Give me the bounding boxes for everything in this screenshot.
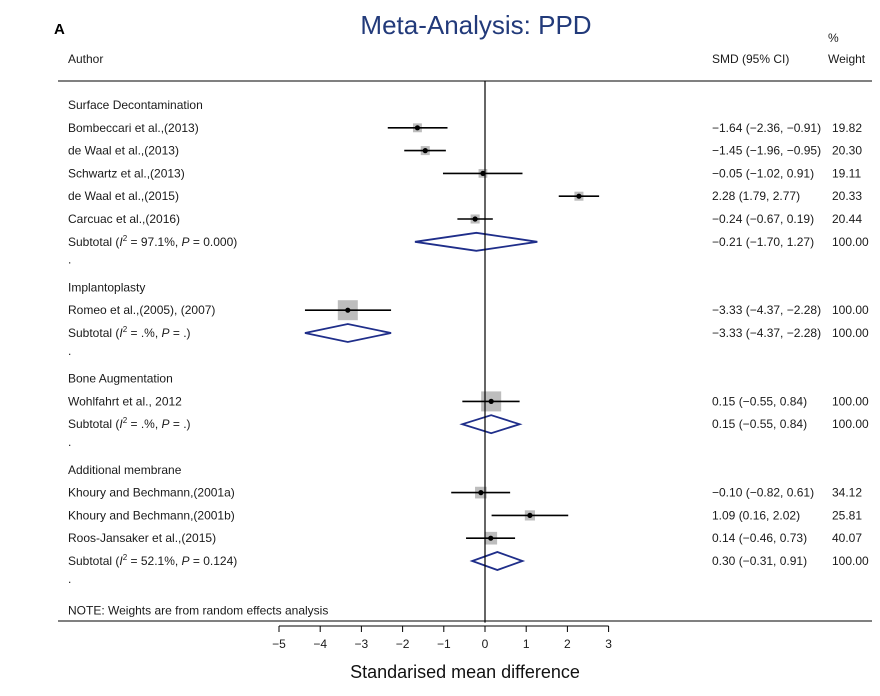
weight-text: 100.00 [832,303,869,317]
group-label: Implantoplasty [68,280,145,294]
weight-text: 100.00 [832,554,869,568]
point-estimate [488,398,494,404]
effect-column-header: SMD (95% CI) [712,52,789,66]
study-label: de Waal et al.,(2013) [68,144,179,158]
study-label: de Waal et al.,(2015) [68,189,179,203]
subtotal-diamond [459,414,523,435]
group-label: Additional membrane [68,463,182,477]
effect-ci-text: 0.15 (−0.55, 0.84) [712,417,807,431]
x-tick-label: −4 [313,637,327,651]
point-estimate [345,307,351,313]
spacer-dot: . [68,435,71,449]
study-label: Roos-Jansaker et al.,(2015) [68,531,216,545]
weight-text: 100.00 [832,326,869,340]
study-label: Khoury and Bechmann,(2001a) [68,486,235,500]
subtotal-diamond [469,551,526,571]
effect-ci-text: 2.28 (1.79, 2.77) [712,189,800,203]
study-label: Khoury and Bechmann,(2001b) [68,508,235,522]
weight-text: 25.81 [832,508,862,522]
group-label: Surface Decontamination [68,98,203,112]
point-estimate [527,512,533,519]
weight-text: 20.33 [832,189,862,203]
weight-text: 19.11 [832,166,861,180]
effect-ci-text: −0.10 (−0.82, 0.61) [712,486,814,500]
weight-text: 34.12 [832,486,862,500]
weight-text: 100.00 [832,417,869,431]
weight-text: 40.07 [832,531,862,545]
study-label: Bombeccari et al.,(2013) [68,121,199,135]
x-tick-label: −1 [437,637,451,651]
weight-text: 20.44 [832,212,862,226]
forest-rows: Surface Decontamination Bombeccari et al.… [68,81,869,623]
point-estimate [478,490,484,496]
x-tick-label: 3 [605,637,612,651]
point-estimate [422,148,428,154]
effect-ci-text: 0.14 (−0.46, 0.73) [712,531,807,545]
effect-ci-text: −3.33 (−4.37, −2.28) [712,326,821,340]
effect-ci-text: −0.21 (−1.70, 1.27) [712,235,814,249]
effect-ci-text: 0.15 (−0.55, 0.84) [712,394,807,408]
point-estimate [414,125,421,131]
weight-text: 19.82 [832,121,862,135]
subtotal-label: Subtotal (I2 = .%, P = .) [68,416,191,431]
effect-ci-text: 1.09 (0.16, 2.02) [712,508,800,522]
subtotal-label: Subtotal (I2 = 97.1%, P = 0.000) [68,234,237,249]
spacer-dot: . [68,572,71,586]
weight-column-header-symbol: % [828,31,839,45]
point-estimate [488,535,494,541]
point-estimate [480,170,486,176]
spacer-dot: . [68,253,71,267]
subtotal-diamond [414,231,538,252]
weight-column-header: Weight [828,52,866,66]
subtotal-label: Subtotal (I2 = 52.1%, P = 0.124) [68,553,237,568]
x-axis-label: Standarised mean difference [350,662,580,682]
subtotal-label: Subtotal (I2 = .%, P = .) [68,325,191,340]
effect-ci-text: −1.45 (−1.96, −0.95) [712,144,821,158]
chart-title: Meta-Analysis: PPD [360,10,591,40]
x-tick-label: −5 [272,637,286,651]
weight-text: 100.00 [832,394,869,408]
group-label: Bone Augmentation [68,372,173,386]
panel-letter: A [54,21,65,38]
x-tick-label: 0 [482,637,489,651]
x-tick-label: −2 [396,637,410,651]
effect-ci-text: −1.64 (−2.36, −0.91) [712,121,821,135]
x-axis: −5 −4 −3 −2 −1 0 1 2 3 [272,625,612,651]
study-label: Romeo et al.,(2005), (2007) [68,303,215,317]
weight-text: 100.00 [832,235,869,249]
x-tick-label: 1 [523,637,530,651]
study-label: Wohlfahrt et al., 2012 [68,394,182,408]
point-estimate [576,193,582,199]
effect-ci-text: −0.05 (−1.02, 0.91) [712,166,814,180]
effect-ci-text: −0.24 (−0.67, 0.19) [712,212,814,226]
study-label: Carcuac et al.,(2016) [68,212,180,226]
point-estimate [472,216,478,222]
x-tick-label: −3 [355,637,369,651]
subtotal-diamond [304,323,392,343]
study-label: Schwartz et al.,(2013) [68,166,185,180]
author-column-header: Author [68,52,103,66]
spacer-dot: . [68,344,71,358]
effect-ci-text: 0.30 (−0.31, 0.91) [712,554,807,568]
weights-note: NOTE: Weights are from random effects an… [68,604,328,618]
effect-ci-text: −3.33 (−4.37, −2.28) [712,303,821,317]
weight-text: 20.30 [832,144,862,158]
x-tick-label: 2 [564,637,571,651]
